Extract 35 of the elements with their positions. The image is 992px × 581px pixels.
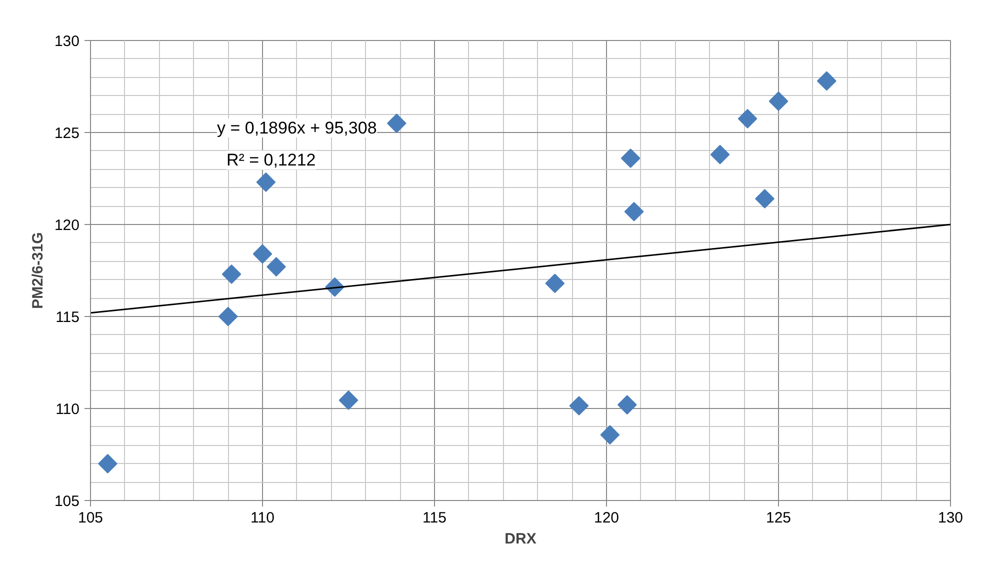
point <box>624 202 644 222</box>
x-tick-label: 120 <box>594 510 620 526</box>
y-tick-label: 125 <box>54 125 80 142</box>
y-tick-label: 130 <box>54 33 80 50</box>
point <box>545 274 565 294</box>
y-tick-label: 110 <box>56 401 80 418</box>
x-axis-title: DRX <box>504 530 536 548</box>
point <box>816 71 836 91</box>
point <box>620 148 640 168</box>
x-tick-label: 110 <box>250 510 274 526</box>
point <box>98 454 118 474</box>
x-tick-label: 105 <box>78 510 104 526</box>
annotation: R² = 0,1212 <box>226 150 316 170</box>
point <box>738 109 758 128</box>
point <box>569 396 589 416</box>
point <box>600 425 620 445</box>
point <box>710 144 730 164</box>
y-tick-label: 120 <box>54 217 80 234</box>
y-axis-title: PM2/6-31G <box>29 232 46 309</box>
point <box>256 172 276 192</box>
point <box>222 264 242 284</box>
point <box>266 257 286 277</box>
point <box>338 390 358 410</box>
point <box>386 114 406 133</box>
point <box>768 92 788 111</box>
y-tick-label: 115 <box>56 309 80 326</box>
x-tick-label: 125 <box>766 510 792 526</box>
point <box>755 189 774 208</box>
y-tick-label: 105 <box>54 493 80 510</box>
point <box>252 244 272 264</box>
annotation: y = 0,1896x + 95,308 <box>217 118 377 138</box>
point <box>218 306 238 326</box>
x-tick-label: 115 <box>422 510 446 526</box>
x-tick-label: 130 <box>938 510 964 526</box>
point <box>617 395 637 415</box>
